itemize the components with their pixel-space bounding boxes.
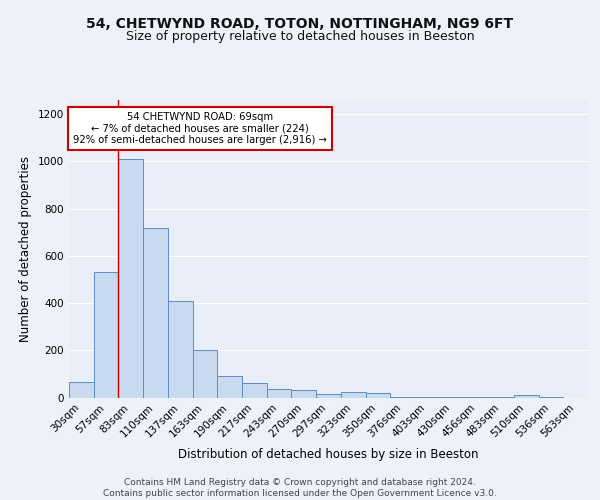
Bar bbox=[69, 382, 94, 398]
Bar bbox=[365, 393, 390, 398]
Text: 54 CHETWYND ROAD: 69sqm
← 7% of detached houses are smaller (224)
92% of semi-de: 54 CHETWYND ROAD: 69sqm ← 7% of detached… bbox=[73, 112, 327, 145]
Bar bbox=[193, 350, 217, 398]
Y-axis label: Number of detached properties: Number of detached properties bbox=[19, 156, 32, 342]
Text: 54, CHETWYND ROAD, TOTON, NOTTINGHAM, NG9 6FT: 54, CHETWYND ROAD, TOTON, NOTTINGHAM, NG… bbox=[86, 18, 514, 32]
Bar bbox=[390, 396, 415, 398]
Text: Size of property relative to detached houses in Beeston: Size of property relative to detached ho… bbox=[125, 30, 475, 43]
Bar bbox=[514, 395, 539, 398]
Bar bbox=[118, 159, 143, 398]
Bar bbox=[341, 392, 365, 398]
Bar bbox=[316, 394, 341, 398]
Bar bbox=[94, 272, 118, 398]
X-axis label: Distribution of detached houses by size in Beeston: Distribution of detached houses by size … bbox=[178, 448, 479, 460]
Bar bbox=[143, 228, 168, 398]
Bar bbox=[168, 300, 193, 398]
Bar bbox=[292, 390, 316, 398]
Bar bbox=[242, 384, 267, 398]
Text: Contains HM Land Registry data © Crown copyright and database right 2024.
Contai: Contains HM Land Registry data © Crown c… bbox=[103, 478, 497, 498]
Bar bbox=[217, 376, 242, 398]
Bar bbox=[267, 388, 292, 398]
